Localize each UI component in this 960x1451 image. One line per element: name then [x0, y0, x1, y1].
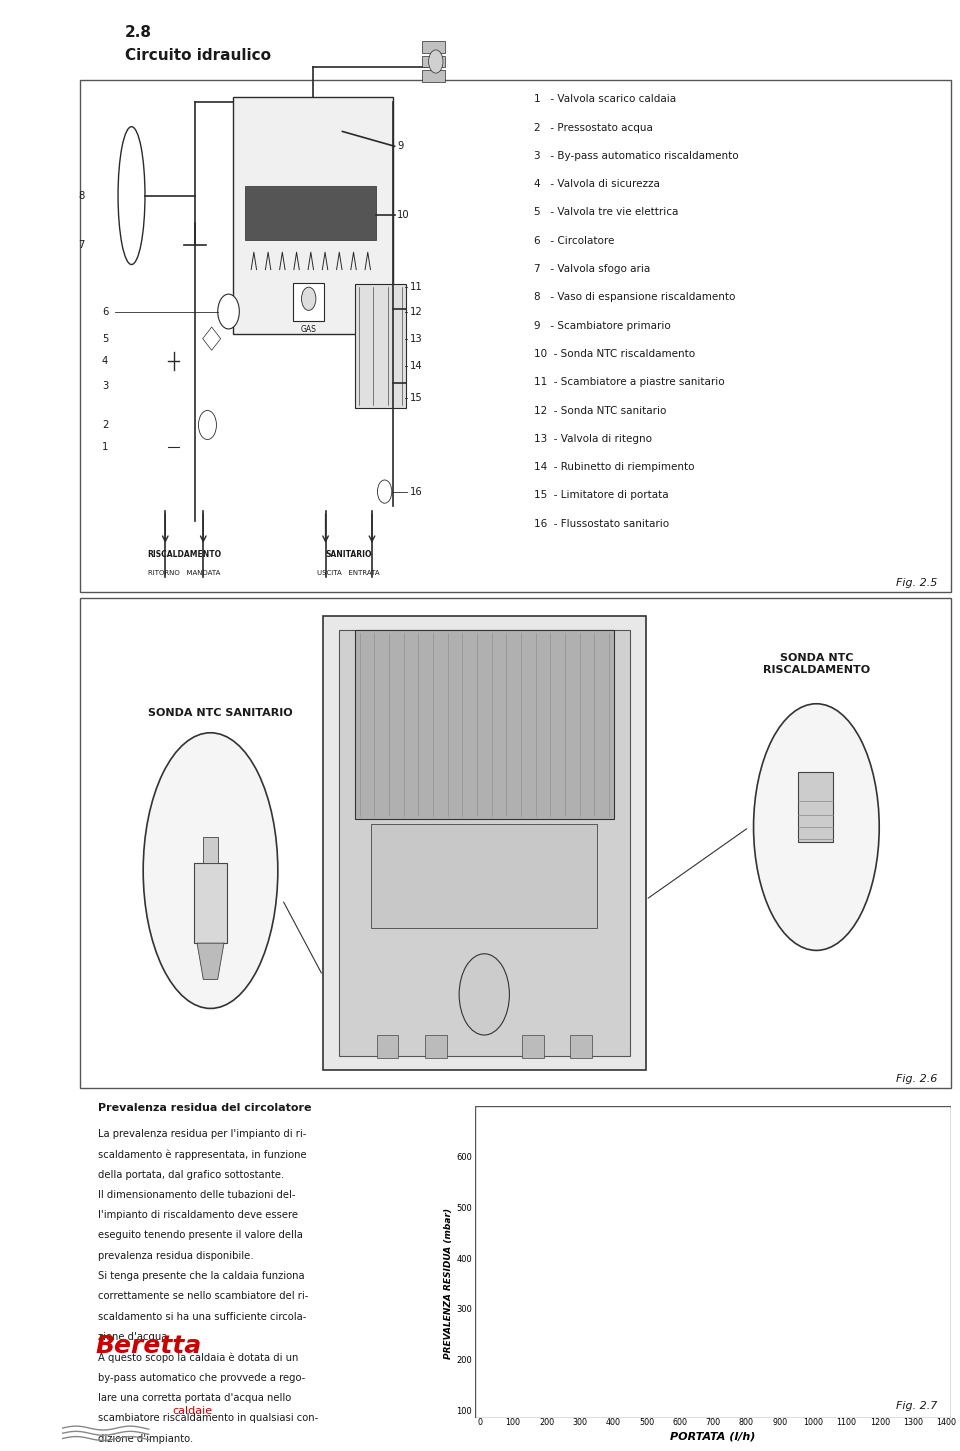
- Text: SANITARIO: SANITARIO: [325, 550, 372, 559]
- Circle shape: [199, 411, 216, 440]
- Text: lare una corretta portata d'acqua nello: lare una corretta portata d'acqua nello: [98, 1393, 292, 1403]
- Bar: [522, 1035, 543, 1058]
- Text: 2.8: 2.8: [125, 25, 153, 39]
- Bar: [376, 1035, 398, 1058]
- Bar: [422, 55, 444, 67]
- Polygon shape: [197, 943, 224, 979]
- Bar: [425, 1035, 446, 1058]
- Text: 4: 4: [102, 355, 108, 366]
- Text: Fig. 2.7: Fig. 2.7: [896, 1402, 937, 1412]
- Text: scaldamento è rappresentata, in funzione: scaldamento è rappresentata, in funzione: [98, 1149, 307, 1159]
- Text: 10: 10: [397, 210, 410, 221]
- Text: USCITA   ENTRATA: USCITA ENTRATA: [318, 570, 380, 576]
- Text: l'impianto di riscaldamento deve essere: l'impianto di riscaldamento deve essere: [98, 1210, 299, 1220]
- Ellipse shape: [143, 733, 277, 1008]
- Circle shape: [301, 287, 316, 311]
- Bar: [81, 80, 951, 592]
- Text: 16: 16: [410, 486, 422, 496]
- Bar: [422, 41, 444, 52]
- Text: 6   - Circolatore: 6 - Circolatore: [534, 237, 614, 245]
- Text: 9   - Scambiatore primario: 9 - Scambiatore primario: [534, 321, 670, 331]
- Text: Fig. 2.5: Fig. 2.5: [897, 577, 938, 588]
- Ellipse shape: [754, 704, 879, 950]
- Bar: [422, 70, 444, 81]
- Bar: [204, 837, 218, 863]
- Text: MANUALE INSTALLATORE: MANUALE INSTALLATORE: [24, 622, 38, 829]
- Text: 12: 12: [410, 306, 422, 316]
- Circle shape: [377, 480, 392, 503]
- Circle shape: [459, 953, 510, 1035]
- Ellipse shape: [118, 126, 145, 264]
- Text: 8   - Vaso di espansione riscaldamento: 8 - Vaso di espansione riscaldamento: [534, 293, 735, 302]
- Text: RISCALDAMENTO: RISCALDAMENTO: [147, 550, 222, 559]
- Circle shape: [428, 49, 443, 73]
- Text: 10  - Sonda NTC riscaldamento: 10 - Sonda NTC riscaldamento: [534, 350, 695, 358]
- Text: A questo scopo la caldaia è dotata di un: A questo scopo la caldaia è dotata di un: [98, 1352, 299, 1362]
- Bar: [355, 630, 613, 820]
- Text: eseguito tenendo presente il valore della: eseguito tenendo presente il valore dell…: [98, 1230, 303, 1241]
- Bar: [799, 772, 832, 842]
- Text: 7: 7: [79, 239, 84, 250]
- Text: 9: 9: [397, 141, 403, 151]
- Text: La prevalenza residua per l'impianto di ri-: La prevalenza residua per l'impianto di …: [98, 1129, 306, 1139]
- Bar: [372, 824, 597, 929]
- Text: 2: 2: [102, 419, 108, 429]
- Y-axis label: PREVALENZA RESIDUA (mbar): PREVALENZA RESIDUA (mbar): [444, 1207, 453, 1360]
- Text: 15  - Limitatore di portata: 15 - Limitatore di portata: [534, 490, 668, 501]
- Text: scambiatore riscaldamento in qualsiasi con-: scambiatore riscaldamento in qualsiasi c…: [98, 1413, 319, 1423]
- Text: scaldamento si ha una sufficiente circola-: scaldamento si ha una sufficiente circol…: [98, 1312, 306, 1322]
- Text: Prevalenza residua del circolatore: Prevalenza residua del circolatore: [98, 1103, 312, 1113]
- Text: 11: 11: [410, 281, 422, 292]
- Text: 1: 1: [102, 443, 108, 453]
- Bar: [323, 617, 646, 1069]
- Text: 4   - Valvola di sicurezza: 4 - Valvola di sicurezza: [534, 178, 660, 189]
- Text: GAS: GAS: [300, 325, 317, 334]
- Text: 3   - By-pass automatico riscaldamento: 3 - By-pass automatico riscaldamento: [534, 151, 738, 161]
- Text: Beretta: Beretta: [96, 1333, 202, 1358]
- Text: 13: 13: [410, 334, 422, 344]
- Text: 15: 15: [410, 393, 422, 403]
- Bar: [355, 284, 406, 408]
- Text: 16  - Flussostato sanitario: 16 - Flussostato sanitario: [534, 519, 669, 528]
- Text: correttamente se nello scambiatore del ri-: correttamente se nello scambiatore del r…: [98, 1291, 309, 1302]
- Text: zione d'acqua.: zione d'acqua.: [98, 1332, 171, 1342]
- Bar: [81, 598, 951, 1088]
- Text: dizione d'impianto.: dizione d'impianto.: [98, 1434, 194, 1444]
- Bar: [339, 630, 630, 1056]
- Text: 5   - Valvola tre vie elettrica: 5 - Valvola tre vie elettrica: [534, 207, 678, 218]
- Text: 13  - Valvola di ritegno: 13 - Valvola di ritegno: [534, 434, 652, 444]
- Text: Si tenga presente che la caldaia funziona: Si tenga presente che la caldaia funzion…: [98, 1271, 305, 1281]
- Text: RITORNO   MANDATA: RITORNO MANDATA: [148, 570, 221, 576]
- Bar: [246, 186, 376, 239]
- Text: 8: 8: [79, 190, 84, 200]
- Text: SONDA NTC SANITARIO: SONDA NTC SANITARIO: [148, 708, 292, 718]
- Text: 5: 5: [102, 334, 108, 344]
- Text: 14  - Rubinetto di riempimento: 14 - Rubinetto di riempimento: [534, 461, 694, 472]
- Circle shape: [218, 295, 239, 329]
- Text: 11  - Scambiatore a piastre sanitario: 11 - Scambiatore a piastre sanitario: [534, 377, 724, 387]
- X-axis label: PORTATA (l/h): PORTATA (l/h): [670, 1431, 756, 1441]
- Text: Circuito idraulico: Circuito idraulico: [125, 48, 272, 62]
- Text: 2   - Pressostato acqua: 2 - Pressostato acqua: [534, 123, 653, 132]
- Text: 7   - Valvola sfogo aria: 7 - Valvola sfogo aria: [534, 264, 650, 274]
- Text: 14: 14: [410, 361, 422, 371]
- Text: della portata, dal grafico sottostante.: della portata, dal grafico sottostante.: [98, 1170, 284, 1180]
- Bar: [194, 863, 227, 943]
- Text: by-pass automatico che provvede a rego-: by-pass automatico che provvede a rego-: [98, 1373, 305, 1383]
- Text: Il dimensionamento delle tubazioni del-: Il dimensionamento delle tubazioni del-: [98, 1190, 296, 1200]
- Bar: [294, 283, 324, 321]
- Text: 12  - Sonda NTC sanitario: 12 - Sonda NTC sanitario: [534, 406, 666, 415]
- Bar: [232, 97, 393, 334]
- Text: 1   - Valvola scarico caldaia: 1 - Valvola scarico caldaia: [534, 94, 676, 104]
- Text: 3: 3: [102, 380, 108, 390]
- Polygon shape: [203, 326, 221, 350]
- Text: 6: 6: [102, 306, 108, 316]
- Text: Fig. 2.6: Fig. 2.6: [897, 1074, 938, 1084]
- Text: prevalenza residua disponibile.: prevalenza residua disponibile.: [98, 1251, 253, 1261]
- Text: caldaie: caldaie: [172, 1406, 212, 1416]
- Bar: [570, 1035, 592, 1058]
- Text: SONDA NTC
RISCALDAMENTO: SONDA NTC RISCALDAMENTO: [763, 653, 870, 675]
